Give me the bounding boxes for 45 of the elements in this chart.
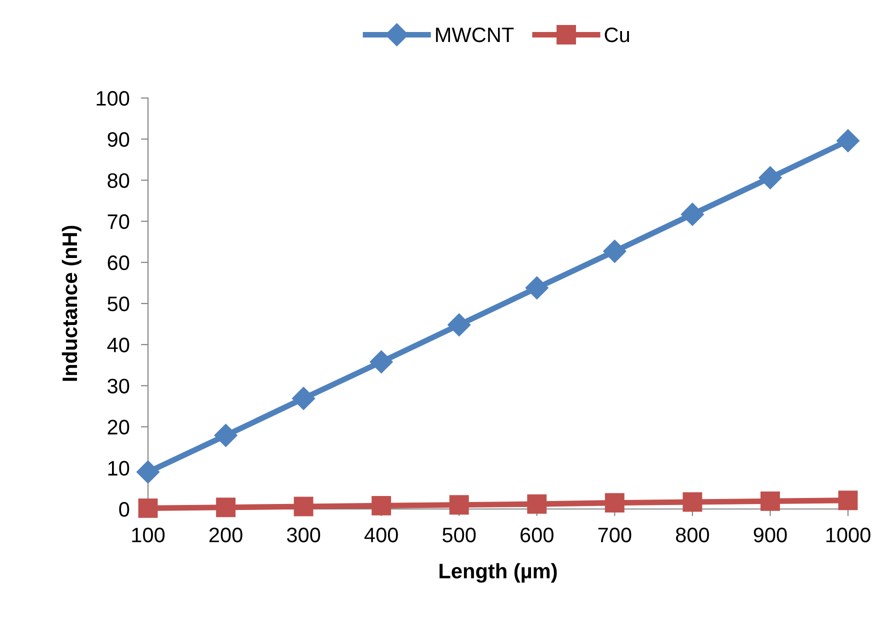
y-tick-label: 30 [108, 378, 130, 394]
point [138, 498, 158, 518]
point [758, 166, 782, 190]
point [527, 494, 547, 514]
point [682, 492, 702, 512]
x-tick-label: 500 [442, 528, 476, 542]
legend-label: Cu [604, 28, 630, 42]
point [760, 491, 780, 511]
y-tick-label: 50 [108, 296, 130, 312]
x-tick-label: 700 [598, 528, 632, 542]
x-tick-label: 600 [520, 528, 554, 542]
x-tick-label: 100 [132, 528, 165, 542]
point [214, 424, 238, 447]
point [136, 460, 160, 484]
legend-label: MWCNT [436, 28, 514, 42]
point [216, 498, 236, 518]
point [680, 202, 704, 226]
y-tick-label: 90 [108, 132, 130, 147]
y-tick-label: 10 [108, 460, 130, 476]
y-tick-label: 40 [107, 338, 130, 352]
point [449, 495, 469, 515]
x-tick-label: 1000 [826, 528, 870, 542]
point [836, 129, 860, 152]
x-axis-title: Length (µm) [440, 563, 557, 583]
x-tick-label: 200 [209, 528, 242, 542]
point [292, 386, 316, 410]
x-tick-label: 400 [364, 528, 398, 542]
point [525, 276, 548, 300]
y-tick-label: 0 [119, 502, 130, 517]
point [448, 313, 471, 336]
point [372, 496, 392, 516]
point [604, 493, 624, 513]
y-tick-label: 100 [96, 91, 130, 106]
point [294, 496, 314, 516]
x-tick-label: 800 [676, 528, 710, 542]
point [838, 490, 858, 510]
x-tick-label: 300 [286, 528, 320, 542]
x-tick-label: 900 [754, 528, 787, 542]
point [370, 350, 393, 374]
y-tick-label: 80 [108, 173, 130, 188]
y-tick-label: 70 [108, 214, 130, 230]
y-tick-label: 20 [108, 420, 130, 435]
y-axis-title: Inductance (nH) [62, 226, 82, 381]
point [603, 240, 626, 263]
y-tick-label: 60 [108, 255, 130, 270]
